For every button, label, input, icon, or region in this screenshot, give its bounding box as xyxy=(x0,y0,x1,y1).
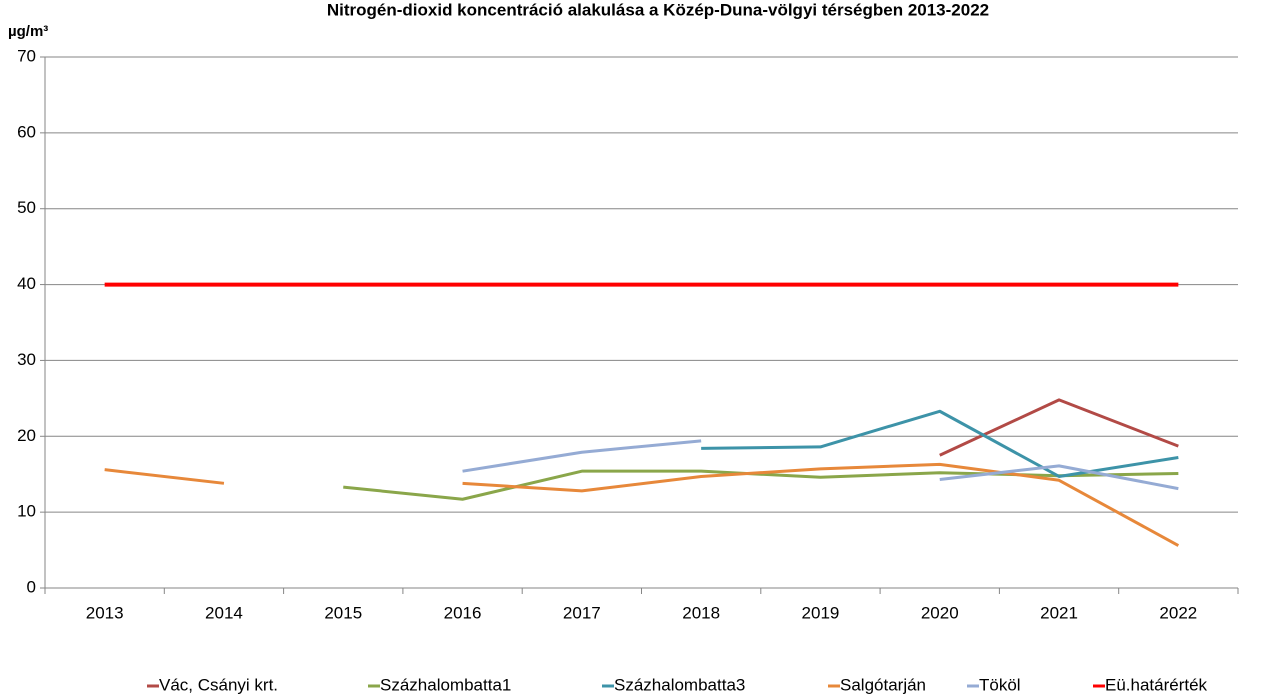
x-tick-label: 2017 xyxy=(563,603,601,622)
y-tick-label: 0 xyxy=(27,577,36,596)
x-tick-label: 2016 xyxy=(444,603,482,622)
y-tick-label: 50 xyxy=(17,198,36,217)
y-axis-label: µg/m³ xyxy=(8,23,48,40)
legend-label: Tököl xyxy=(979,675,1021,694)
x-tick-label: 2019 xyxy=(802,603,840,622)
series-line xyxy=(939,464,1179,491)
x-tick-label: 2013 xyxy=(86,603,124,622)
legend-label: Salgótarján xyxy=(840,675,926,694)
legend-label: Vác, Csányi krt. xyxy=(159,675,278,694)
y-tick-label: 10 xyxy=(17,502,36,521)
legend-label: Eü.határérték xyxy=(1105,675,1208,694)
legend-label: Százhalombatta3 xyxy=(614,675,745,694)
x-tick-label: 2014 xyxy=(205,603,243,622)
y-tick-label: 70 xyxy=(17,46,36,65)
y-tick-label: 60 xyxy=(17,122,36,141)
series-line xyxy=(939,398,1179,457)
series-line xyxy=(462,439,702,473)
x-tick-label: 2020 xyxy=(921,603,959,622)
y-tick-label: 20 xyxy=(17,426,36,445)
chart-title: Nitrogén-dioxid koncentráció alakulása a… xyxy=(327,0,989,19)
series-line xyxy=(343,469,1179,501)
series-line xyxy=(462,462,1180,547)
x-tick-label: 2015 xyxy=(324,603,362,622)
x-tick-label: 2018 xyxy=(682,603,720,622)
series-line xyxy=(701,409,1179,478)
x-tick-label: 2022 xyxy=(1159,603,1197,622)
x-tick-label: 2021 xyxy=(1040,603,1078,622)
y-tick-label: 30 xyxy=(17,350,36,369)
y-tick-label: 40 xyxy=(17,274,36,293)
legend-label: Százhalombatta1 xyxy=(380,675,511,694)
series-line xyxy=(104,468,225,485)
